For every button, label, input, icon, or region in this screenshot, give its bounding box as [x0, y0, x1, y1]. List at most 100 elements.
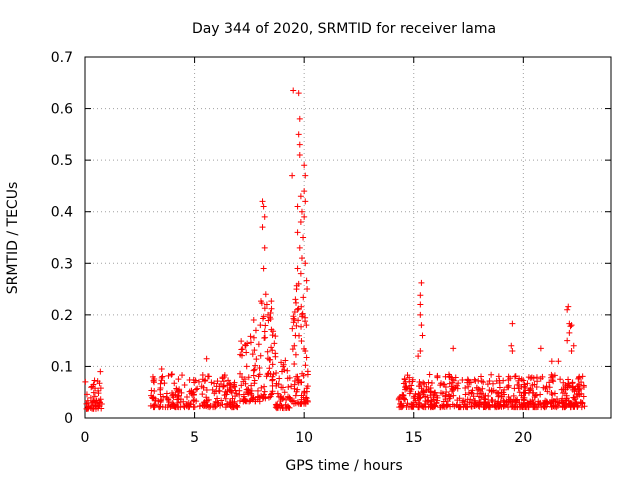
data-point	[194, 385, 201, 392]
data-point	[248, 392, 255, 399]
data-point	[294, 265, 301, 272]
data-point	[253, 356, 260, 363]
data-point	[288, 383, 295, 390]
data-point	[204, 373, 211, 380]
data-point	[472, 377, 479, 384]
data-point	[214, 378, 221, 385]
data-point	[546, 379, 553, 386]
data-point	[285, 393, 292, 400]
data-point	[296, 115, 303, 122]
data-point	[286, 404, 293, 411]
data-point	[93, 403, 100, 410]
data-point	[221, 392, 228, 399]
data-point	[262, 395, 269, 402]
data-point	[430, 396, 437, 403]
data-point	[225, 377, 232, 384]
data-point	[289, 346, 296, 353]
data-point	[443, 389, 450, 396]
data-point	[251, 380, 258, 387]
data-point	[173, 385, 180, 392]
data-point	[294, 373, 301, 380]
data-point	[261, 334, 268, 341]
data-point	[222, 395, 229, 402]
data-point	[409, 403, 416, 410]
data-point	[572, 400, 579, 407]
data-point	[263, 301, 270, 308]
data-point	[480, 379, 487, 386]
data-point	[209, 386, 216, 393]
data-point	[241, 397, 248, 404]
data-point	[196, 378, 202, 385]
data-point	[183, 394, 190, 401]
data-point	[279, 384, 286, 391]
data-point	[407, 388, 414, 395]
data-point	[292, 296, 299, 303]
data-point	[425, 379, 432, 386]
data-point	[432, 389, 439, 396]
data-point	[164, 396, 171, 403]
y-tick-label: 0.3	[51, 256, 73, 272]
data-point	[274, 390, 281, 397]
data-point	[520, 396, 527, 403]
data-point	[219, 383, 226, 390]
data-point	[417, 301, 424, 308]
data-point	[284, 367, 291, 374]
data-point	[511, 385, 518, 392]
y-tick-labels: 0 0.1 0.2 0.3 0.4 0.5 0.6 0.7	[51, 50, 73, 427]
data-point	[151, 388, 158, 395]
data-point	[478, 390, 485, 397]
data-point	[281, 389, 288, 396]
data-point	[267, 356, 274, 363]
data-point	[170, 394, 177, 401]
data-point	[527, 386, 534, 393]
data-point	[298, 311, 305, 318]
data-point	[453, 382, 460, 389]
data-point	[148, 387, 155, 394]
data-point	[265, 317, 272, 324]
data-point	[563, 397, 570, 404]
data-point	[212, 398, 219, 405]
data-point	[478, 373, 485, 380]
data-point	[261, 388, 268, 395]
y-tick-label: 0.7	[51, 50, 73, 66]
data-point	[565, 303, 572, 310]
data-point	[484, 381, 491, 388]
data-point	[408, 382, 415, 389]
data-point	[171, 402, 178, 409]
data-point	[485, 393, 492, 399]
data-point	[420, 391, 427, 398]
data-point	[292, 351, 299, 358]
data-point	[261, 383, 268, 390]
data-point	[238, 338, 245, 345]
data-point	[555, 358, 562, 365]
data-point	[530, 375, 537, 382]
data-point	[575, 374, 582, 381]
data-point	[238, 346, 245, 353]
data-point	[298, 337, 305, 344]
data-point	[509, 320, 516, 327]
axis-ticks	[84, 56, 611, 419]
data-point	[268, 298, 275, 305]
data-point	[568, 347, 575, 354]
data-point	[252, 362, 259, 369]
data-point	[562, 383, 569, 390]
data-point	[251, 347, 258, 354]
data-point	[418, 279, 425, 286]
data-point	[529, 397, 536, 404]
data-point	[563, 402, 570, 409]
data-point	[300, 394, 307, 401]
data-point	[416, 378, 423, 385]
data-point	[236, 397, 243, 404]
data-point	[516, 389, 523, 396]
x-axis-label: GPS time / hours	[285, 458, 402, 474]
data-point	[454, 397, 461, 404]
data-point	[472, 401, 479, 408]
data-point	[500, 389, 507, 396]
data-point	[301, 162, 308, 169]
data-point	[263, 373, 270, 380]
data-point	[430, 391, 437, 398]
x-tick-label: 0	[81, 430, 90, 446]
data-point	[500, 403, 507, 410]
data-point	[450, 345, 457, 352]
data-point	[470, 393, 477, 400]
